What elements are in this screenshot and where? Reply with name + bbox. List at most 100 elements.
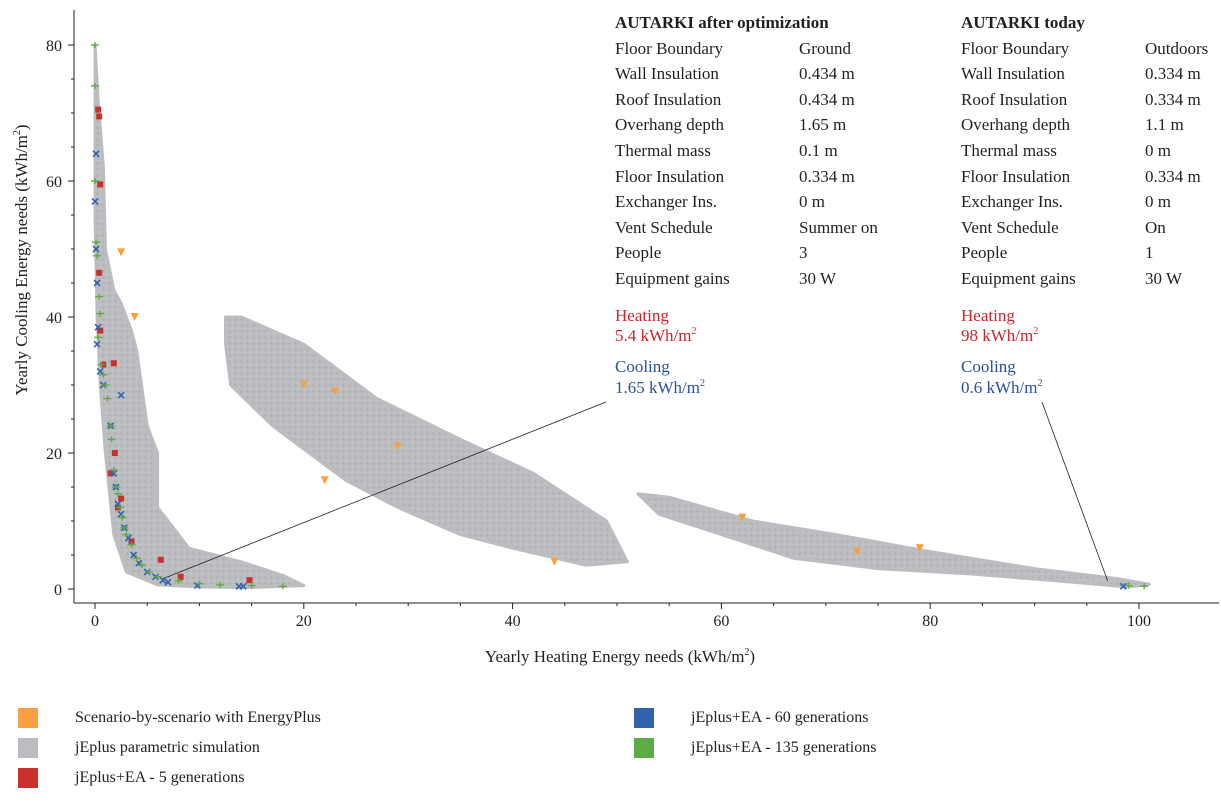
panel-today-rows: Floor Boundary Outdoors Wall Insulation 0.3…	[961, 36, 1208, 292]
after-heating-label: Heating	[615, 306, 669, 325]
marker-gen135	[107, 436, 116, 443]
info-value: 1.65 m	[799, 115, 847, 135]
today-heating-value-text: 98 kWh/m	[961, 326, 1034, 345]
y-axis-title-sup: 2	[12, 130, 23, 135]
legend-swatch-gen60	[634, 708, 654, 728]
marker-gen135	[116, 504, 125, 511]
marker-gen135	[97, 361, 106, 368]
y-tick-label: 40	[46, 310, 62, 327]
marker-gen135	[91, 82, 99, 89]
marker-gen5	[111, 450, 118, 456]
marker-gen60-stroke	[96, 367, 104, 375]
marker-gen60-stroke	[130, 551, 138, 559]
x-axis-title-close: )	[749, 647, 755, 666]
info-key: Vent Schedule	[615, 217, 713, 237]
marker-gen135	[278, 583, 287, 590]
info-value: 0 m	[799, 192, 825, 212]
marker-gen135	[145, 569, 154, 575]
y-axis-title-close: )	[12, 124, 31, 130]
info-key: Floor Insulation	[615, 166, 725, 186]
marker-gen5	[96, 269, 103, 276]
marker-gen60	[92, 245, 100, 253]
marker-gen5	[118, 495, 125, 502]
marker-gen135	[91, 42, 99, 48]
parametric-cloud-region-2	[224, 315, 629, 567]
marker-gen5	[177, 573, 184, 580]
annotation-leaders	[162, 401, 1109, 581]
panel-after-optimization: AUTARKI after optimization Floor Boundar…	[615, 10, 878, 292]
marker-gen135	[106, 422, 115, 429]
marker-gen60-stroke	[92, 245, 100, 253]
legend-swatch-jeplus	[18, 738, 38, 758]
info-value: 1	[1145, 243, 1154, 263]
marker-gen60-stroke	[124, 534, 132, 542]
marker-gen5	[96, 113, 103, 120]
x-tick-label: 0	[91, 613, 99, 630]
info-value: 1.1 m	[1145, 115, 1184, 135]
leader-line-after	[162, 401, 607, 580]
marker-gen135	[1140, 583, 1149, 590]
marker-gen5	[110, 360, 117, 367]
info-key: Wall Insulation	[961, 64, 1065, 84]
marker-gen60	[91, 197, 99, 205]
x-axis-title-sup: 2	[744, 647, 749, 658]
info-row: Floor Boundary Ground	[615, 36, 878, 62]
legend-label-gen60: jEplus+EA - 60 generations	[691, 709, 869, 726]
legend-label-gen5: jEplus+EA - 5 generations	[75, 769, 245, 786]
marker-gen60-stroke	[110, 469, 118, 477]
x-tick-label: 80	[922, 613, 938, 630]
marker-gen5	[97, 181, 104, 188]
marker-gen5	[107, 470, 114, 477]
legend-swatch-gen135	[634, 738, 654, 758]
marker-gen135	[99, 371, 108, 378]
info-key: Equipment gains	[961, 268, 1076, 288]
marker-scenario	[915, 544, 924, 553]
legend-item-gen60: jEplus+EA - 60 generations	[634, 706, 868, 730]
info-row: Exchanger Ins. 0 m	[615, 189, 878, 215]
marker-gen60	[96, 367, 104, 375]
marker-gen60-stroke	[159, 576, 167, 584]
after-heating-value: 5.4 kWh/m2	[615, 326, 697, 346]
after-cooling-value-text: 1.65 kWh/m	[615, 378, 700, 397]
info-row: Thermal mass 0 m	[961, 138, 1208, 164]
leader-line-today	[1041, 401, 1109, 581]
today-cooling-sup: 2	[1037, 378, 1043, 389]
info-key: Roof Insulation	[961, 89, 1068, 109]
y-axis-title: Yearly Cooling Energy needs (kWh/m2)	[12, 124, 31, 395]
info-row: Vent Schedule Summer on	[615, 215, 878, 241]
marker-gen135	[153, 573, 162, 580]
after-cooling-label: Cooling	[615, 357, 670, 376]
legend-item-jeplus: jEplus parametric simulation	[18, 736, 260, 760]
info-value: 0 m	[1145, 192, 1171, 212]
info-key: Equipment gains	[615, 268, 730, 288]
info-key: Floor Boundary	[961, 38, 1070, 58]
info-key: Exchanger Ins.	[961, 192, 1063, 212]
info-value: 0.434 m	[799, 89, 855, 109]
info-key: Roof Insulation	[615, 89, 722, 109]
info-value: 3	[799, 243, 808, 263]
marker-scenario	[130, 313, 139, 321]
info-row: Overhang depth 1.1 m	[961, 112, 1208, 138]
parametric-cloud-region-1	[93, 43, 306, 590]
marker-gen5	[128, 538, 135, 545]
marker-gen60	[1119, 582, 1127, 590]
info-value: 0.434 m	[799, 64, 855, 84]
marker-gen5	[246, 577, 253, 584]
marker-gen60	[117, 391, 125, 399]
info-row: Thermal mass 0.1 m	[615, 138, 878, 164]
info-value: 30 W	[799, 268, 836, 288]
x-axis-title: Yearly Heating Energy needs (kWh/m2)	[485, 647, 755, 666]
today-cooling-value: 0.6 kWh/m2	[961, 378, 1043, 398]
marker-gen60-stroke	[93, 340, 101, 348]
marker-gen60-stroke	[239, 582, 247, 590]
marker-gen5	[95, 106, 102, 113]
info-value: Ground	[799, 38, 851, 58]
marker-gen135	[103, 395, 112, 402]
marker-gen60-stroke	[91, 197, 99, 205]
marker-gen60	[130, 551, 138, 559]
marker-gen60-stroke	[114, 500, 122, 508]
marker-gen60-stroke	[93, 279, 101, 287]
marker-scenario	[853, 547, 862, 556]
info-key: Vent Schedule	[961, 217, 1059, 237]
